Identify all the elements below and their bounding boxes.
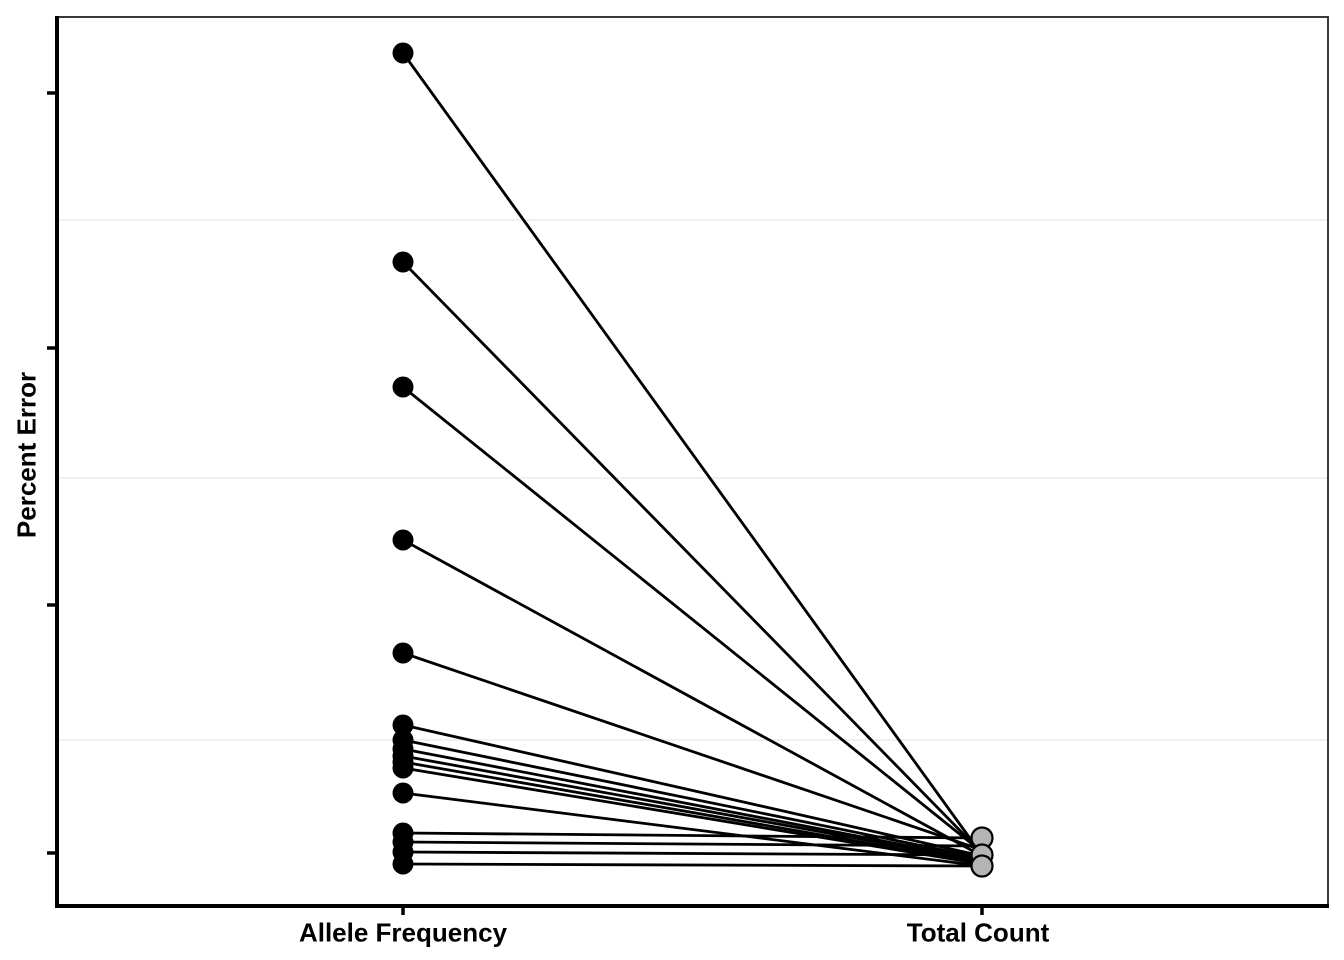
data-point-total-count bbox=[970, 854, 994, 878]
data-point-allele-frequency bbox=[392, 757, 414, 779]
connector-line bbox=[402, 840, 983, 848]
data-point-allele-frequency bbox=[392, 853, 414, 875]
connector-line bbox=[402, 754, 983, 863]
data-point-allele-frequency bbox=[392, 529, 414, 551]
data-point-allele-frequency bbox=[392, 42, 414, 64]
connector-line bbox=[402, 723, 983, 858]
connector-line bbox=[401, 261, 984, 854]
connector-line bbox=[402, 651, 983, 852]
panel-border bbox=[56, 16, 1329, 907]
data-point-allele-frequency bbox=[392, 642, 414, 664]
connector-line bbox=[402, 831, 983, 840]
connector-line bbox=[402, 538, 983, 858]
x-axis-label-total-count: Total Count bbox=[906, 917, 1050, 948]
connector-line bbox=[402, 738, 983, 860]
connector-line bbox=[402, 862, 983, 868]
data-point-allele-frequency bbox=[392, 714, 414, 736]
connector-line bbox=[402, 850, 983, 857]
connector-line bbox=[402, 385, 983, 854]
data-point-allele-frequency bbox=[392, 251, 414, 273]
y-axis-label: Percent Error bbox=[11, 371, 42, 539]
connector-line bbox=[401, 52, 984, 856]
connector-line bbox=[402, 766, 983, 866]
connector-line bbox=[402, 760, 983, 865]
data-point-allele-frequency bbox=[392, 376, 414, 398]
connector-line bbox=[402, 747, 983, 862]
data-point-allele-frequency bbox=[392, 782, 414, 804]
x-axis-label-allele-frequency: Allele Frequency bbox=[298, 917, 508, 948]
